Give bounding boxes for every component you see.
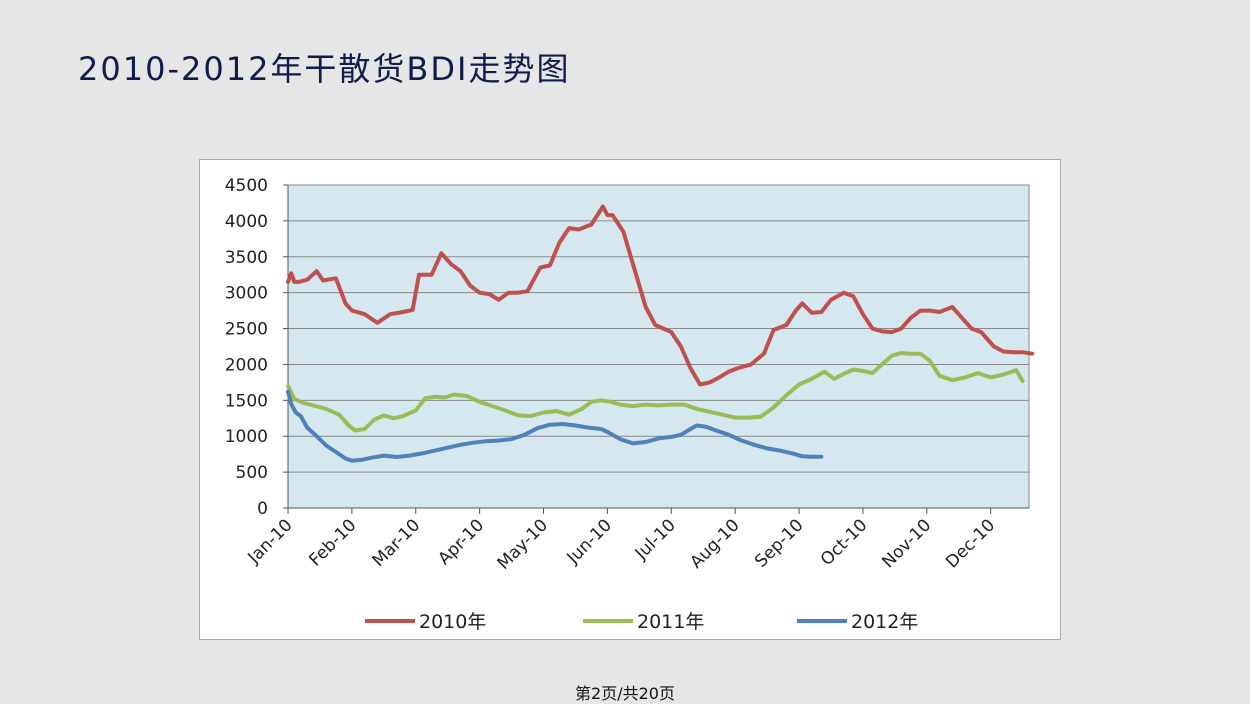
x-tick-label: Aug-10 xyxy=(686,515,743,572)
x-tick-label: Nov-10 xyxy=(878,515,935,572)
page-footer: 第2页/共20页 xyxy=(575,684,675,703)
slide-title: 2010-2012年干散货BDI走势图 xyxy=(78,50,571,88)
y-tick-label: 3500 xyxy=(225,248,268,268)
legend-label: 2011年 xyxy=(637,611,704,633)
chart-frame: 0 500 1000 1500 2000 2500 3000 3500 4000 4500 Jan-… xyxy=(199,159,1061,640)
y-tick-label: 500 xyxy=(236,463,268,483)
x-tick-label: Apr-10 xyxy=(434,515,488,569)
x-tick-label: Oct-10 xyxy=(817,515,872,570)
series-line-1 xyxy=(286,204,1035,387)
x-tick-label: Mar-10 xyxy=(369,515,425,571)
y-tick-label: 4000 xyxy=(225,212,268,232)
y-tick-label: 2000 xyxy=(225,355,268,375)
x-tick-label: Jun-10 xyxy=(563,515,616,568)
bdi-line-chart: 0 500 1000 1500 2000 2500 3000 3500 4000 4500 Jan-… xyxy=(225,176,1035,633)
y-tick-label: 3000 xyxy=(225,284,268,304)
series-line-3 xyxy=(286,389,824,463)
series-line-2 xyxy=(286,351,1025,433)
y-tick-label: 2500 xyxy=(225,320,268,340)
y-tick-label: 4500 xyxy=(225,176,268,196)
x-tick-label: Jul-10 xyxy=(631,515,680,564)
x-tick-label: Feb-10 xyxy=(305,515,360,570)
y-tick-label: 0 xyxy=(257,499,268,519)
x-tick-label: May-10 xyxy=(494,515,552,573)
y-tick-label: 1000 xyxy=(225,427,268,447)
plot-area xyxy=(287,184,1030,509)
legend-label: 2010年 xyxy=(419,611,486,633)
legend-label: 2012年 xyxy=(851,611,918,633)
x-tick-label: Jan-10 xyxy=(244,515,297,568)
x-tick-label: Sep-10 xyxy=(751,515,807,571)
x-tick-label: Dec-10 xyxy=(942,515,999,572)
y-tick-label: 1500 xyxy=(225,391,268,411)
